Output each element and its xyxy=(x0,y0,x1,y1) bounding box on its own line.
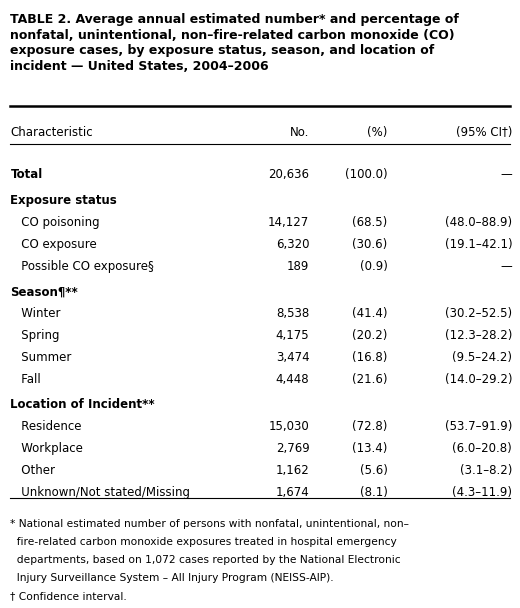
Text: (14.0–29.2): (14.0–29.2) xyxy=(445,373,512,385)
Text: (12.3–28.2): (12.3–28.2) xyxy=(445,329,512,342)
Text: 4,448: 4,448 xyxy=(276,373,309,385)
Text: TABLE 2. Average annual estimated number* and percentage of
nonfatal, unintentio: TABLE 2. Average annual estimated number… xyxy=(10,13,459,73)
Text: Injury Surveillance System – All Injury Program (NEISS-AIP).: Injury Surveillance System – All Injury … xyxy=(10,573,334,583)
Text: (%): (%) xyxy=(367,126,387,139)
Text: (5.6): (5.6) xyxy=(359,464,387,477)
Text: (72.8): (72.8) xyxy=(352,420,387,433)
Text: 4,175: 4,175 xyxy=(276,329,309,342)
Text: 6,320: 6,320 xyxy=(276,238,309,250)
Text: (3.1–8.2): (3.1–8.2) xyxy=(460,464,512,477)
Text: (100.0): (100.0) xyxy=(345,168,387,181)
Text: Season¶**: Season¶** xyxy=(10,285,78,298)
Text: 1,674: 1,674 xyxy=(276,486,309,499)
Text: (4.3–11.9): (4.3–11.9) xyxy=(452,486,512,499)
Text: Workplace: Workplace xyxy=(10,442,83,455)
Text: 3,474: 3,474 xyxy=(276,351,309,364)
Text: Other: Other xyxy=(10,464,56,477)
Text: (95% CI†): (95% CI†) xyxy=(456,126,512,139)
Text: (19.1–42.1): (19.1–42.1) xyxy=(445,238,512,250)
Text: (21.6): (21.6) xyxy=(352,373,387,385)
Text: (6.0–20.8): (6.0–20.8) xyxy=(452,442,512,455)
Text: Fall: Fall xyxy=(10,373,41,385)
Text: 15,030: 15,030 xyxy=(269,420,309,433)
Text: (48.0–88.9): (48.0–88.9) xyxy=(445,216,512,229)
Text: fire-related carbon monoxide exposures treated in hospital emergency: fire-related carbon monoxide exposures t… xyxy=(10,537,397,547)
Text: (53.7–91.9): (53.7–91.9) xyxy=(445,420,512,433)
Text: CO poisoning: CO poisoning xyxy=(10,216,100,229)
Text: (0.9): (0.9) xyxy=(359,260,387,272)
Text: (30.2–52.5): (30.2–52.5) xyxy=(445,307,512,320)
Text: * National estimated number of persons with nonfatal, unintentional, non–: * National estimated number of persons w… xyxy=(10,519,409,528)
Text: —: — xyxy=(500,260,512,272)
Text: (9.5–24.2): (9.5–24.2) xyxy=(452,351,512,364)
Text: Summer: Summer xyxy=(10,351,72,364)
Text: 14,127: 14,127 xyxy=(268,216,309,229)
Text: (8.1): (8.1) xyxy=(359,486,387,499)
Text: 20,636: 20,636 xyxy=(268,168,309,181)
Text: Residence: Residence xyxy=(10,420,82,433)
Text: (13.4): (13.4) xyxy=(352,442,387,455)
Text: Exposure status: Exposure status xyxy=(10,194,117,207)
Text: (68.5): (68.5) xyxy=(352,216,387,229)
Text: (30.6): (30.6) xyxy=(352,238,387,250)
Text: (16.8): (16.8) xyxy=(352,351,387,364)
Text: (20.2): (20.2) xyxy=(352,329,387,342)
Text: No.: No. xyxy=(290,126,309,139)
Text: 8,538: 8,538 xyxy=(276,307,309,320)
Text: —: — xyxy=(500,168,512,181)
Text: 189: 189 xyxy=(287,260,309,272)
Text: 1,162: 1,162 xyxy=(276,464,309,477)
Text: (41.4): (41.4) xyxy=(352,307,387,320)
Text: Characteristic: Characteristic xyxy=(10,126,93,139)
Text: Possible CO exposure§: Possible CO exposure§ xyxy=(10,260,154,272)
Text: Unknown/Not stated/Missing: Unknown/Not stated/Missing xyxy=(10,486,190,499)
Text: Location of Incident**: Location of Incident** xyxy=(10,398,155,411)
Text: Winter: Winter xyxy=(10,307,61,320)
Text: 2,769: 2,769 xyxy=(276,442,309,455)
Text: Spring: Spring xyxy=(10,329,60,342)
Text: Total: Total xyxy=(10,168,43,181)
Text: CO exposure: CO exposure xyxy=(10,238,97,250)
Text: † Confidence interval.: † Confidence interval. xyxy=(10,592,127,601)
Text: departments, based on 1,072 cases reported by the National Electronic: departments, based on 1,072 cases report… xyxy=(10,555,401,565)
